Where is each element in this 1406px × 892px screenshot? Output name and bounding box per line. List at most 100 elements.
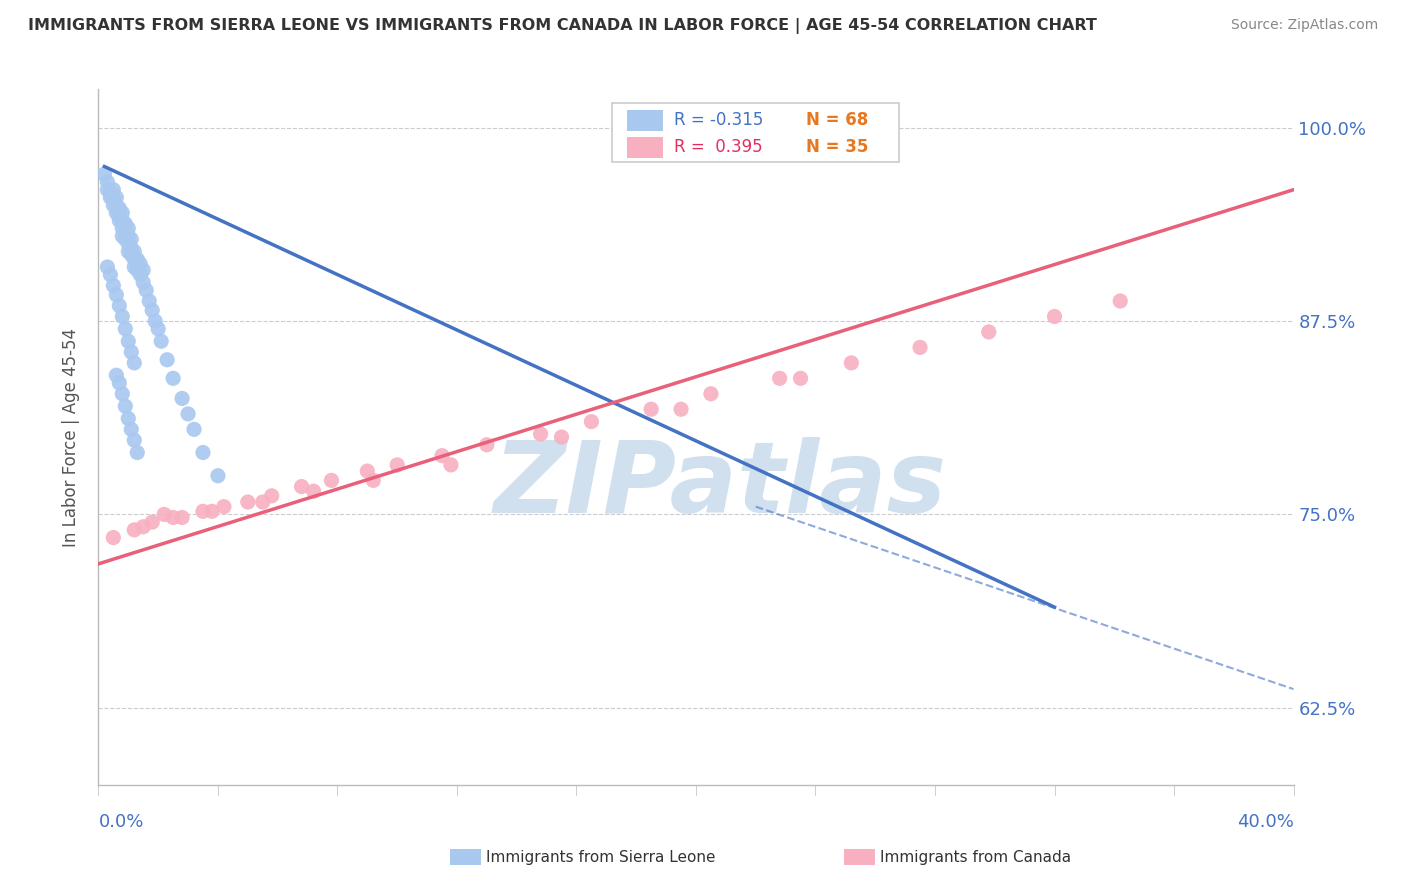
Text: IMMIGRANTS FROM SIERRA LEONE VS IMMIGRANTS FROM CANADA IN LABOR FORCE | AGE 45-5: IMMIGRANTS FROM SIERRA LEONE VS IMMIGRAN…: [28, 18, 1097, 34]
Point: [581, 415, 603, 429]
Point: [191, 504, 214, 518]
Point: [117, 221, 139, 235]
Point: [138, 293, 160, 308]
Point: [120, 242, 142, 256]
Point: [124, 356, 146, 370]
Point: [129, 257, 152, 271]
Point: [363, 474, 385, 488]
Point: [440, 458, 463, 472]
Point: [430, 449, 453, 463]
Point: [96, 183, 118, 197]
Point: [177, 407, 200, 421]
Point: [120, 247, 142, 261]
Point: [1043, 310, 1066, 324]
Point: [103, 278, 125, 293]
Point: [148, 322, 170, 336]
Bar: [627, 137, 662, 158]
Point: [105, 288, 128, 302]
Point: [105, 206, 128, 220]
Point: [117, 411, 139, 425]
Point: [108, 299, 131, 313]
Point: [100, 190, 122, 204]
Point: [172, 392, 194, 406]
Point: [108, 376, 131, 390]
Bar: [627, 110, 662, 131]
Point: [529, 427, 551, 442]
Point: [124, 523, 146, 537]
Point: [117, 236, 139, 251]
Point: [669, 402, 692, 417]
Point: [132, 520, 155, 534]
Text: ZIPatlas: ZIPatlas: [494, 437, 946, 534]
Point: [207, 468, 229, 483]
Point: [114, 217, 136, 231]
Point: [252, 495, 274, 509]
Point: [302, 484, 325, 499]
Point: [111, 310, 134, 324]
Point: [108, 213, 131, 227]
Point: [1109, 293, 1132, 308]
Point: [385, 458, 409, 472]
Point: [212, 500, 235, 514]
Y-axis label: In Labor Force | Age 45-54: In Labor Force | Age 45-54: [62, 327, 80, 547]
Point: [127, 263, 149, 277]
Point: [132, 276, 155, 290]
Point: [114, 399, 136, 413]
Point: [100, 186, 122, 200]
Point: [129, 268, 152, 282]
Point: [321, 474, 343, 488]
Point: [117, 334, 139, 349]
Point: [183, 422, 205, 436]
Point: [475, 438, 498, 452]
Point: [108, 206, 131, 220]
Point: [117, 229, 139, 244]
Point: [841, 356, 863, 370]
Point: [103, 198, 125, 212]
Point: [356, 464, 378, 478]
Point: [977, 325, 1000, 339]
Point: [191, 445, 214, 459]
Point: [114, 232, 136, 246]
Point: [114, 226, 136, 240]
Point: [111, 229, 134, 244]
Point: [93, 167, 115, 181]
Text: 0.0%: 0.0%: [98, 813, 143, 830]
Point: [141, 303, 163, 318]
Point: [260, 489, 283, 503]
Point: [117, 244, 139, 259]
Point: [291, 479, 314, 493]
Point: [105, 368, 128, 383]
Text: R = -0.315: R = -0.315: [675, 111, 763, 128]
Point: [908, 340, 931, 354]
Point: [162, 510, 184, 524]
FancyBboxPatch shape: [613, 103, 900, 162]
Text: R =  0.395: R = 0.395: [675, 138, 763, 156]
Point: [124, 433, 146, 447]
Point: [640, 402, 662, 417]
Point: [108, 201, 131, 215]
Point: [114, 322, 136, 336]
Point: [111, 206, 134, 220]
Point: [100, 268, 122, 282]
Point: [105, 190, 128, 204]
Point: [143, 314, 166, 328]
Point: [111, 221, 134, 235]
Text: Immigrants from Canada: Immigrants from Canada: [880, 850, 1071, 864]
Point: [132, 263, 155, 277]
Point: [127, 445, 149, 459]
Point: [120, 232, 142, 246]
Point: [201, 504, 224, 518]
Text: Immigrants from Sierra Leone: Immigrants from Sierra Leone: [486, 850, 716, 864]
Point: [124, 260, 146, 274]
Point: [153, 508, 176, 522]
Point: [96, 175, 118, 189]
Point: [789, 371, 811, 385]
Point: [105, 198, 128, 212]
Point: [111, 386, 134, 401]
Point: [236, 495, 259, 509]
Point: [156, 352, 179, 367]
Point: [550, 430, 572, 444]
Point: [162, 371, 184, 385]
Point: [120, 345, 142, 359]
Point: [172, 510, 194, 524]
